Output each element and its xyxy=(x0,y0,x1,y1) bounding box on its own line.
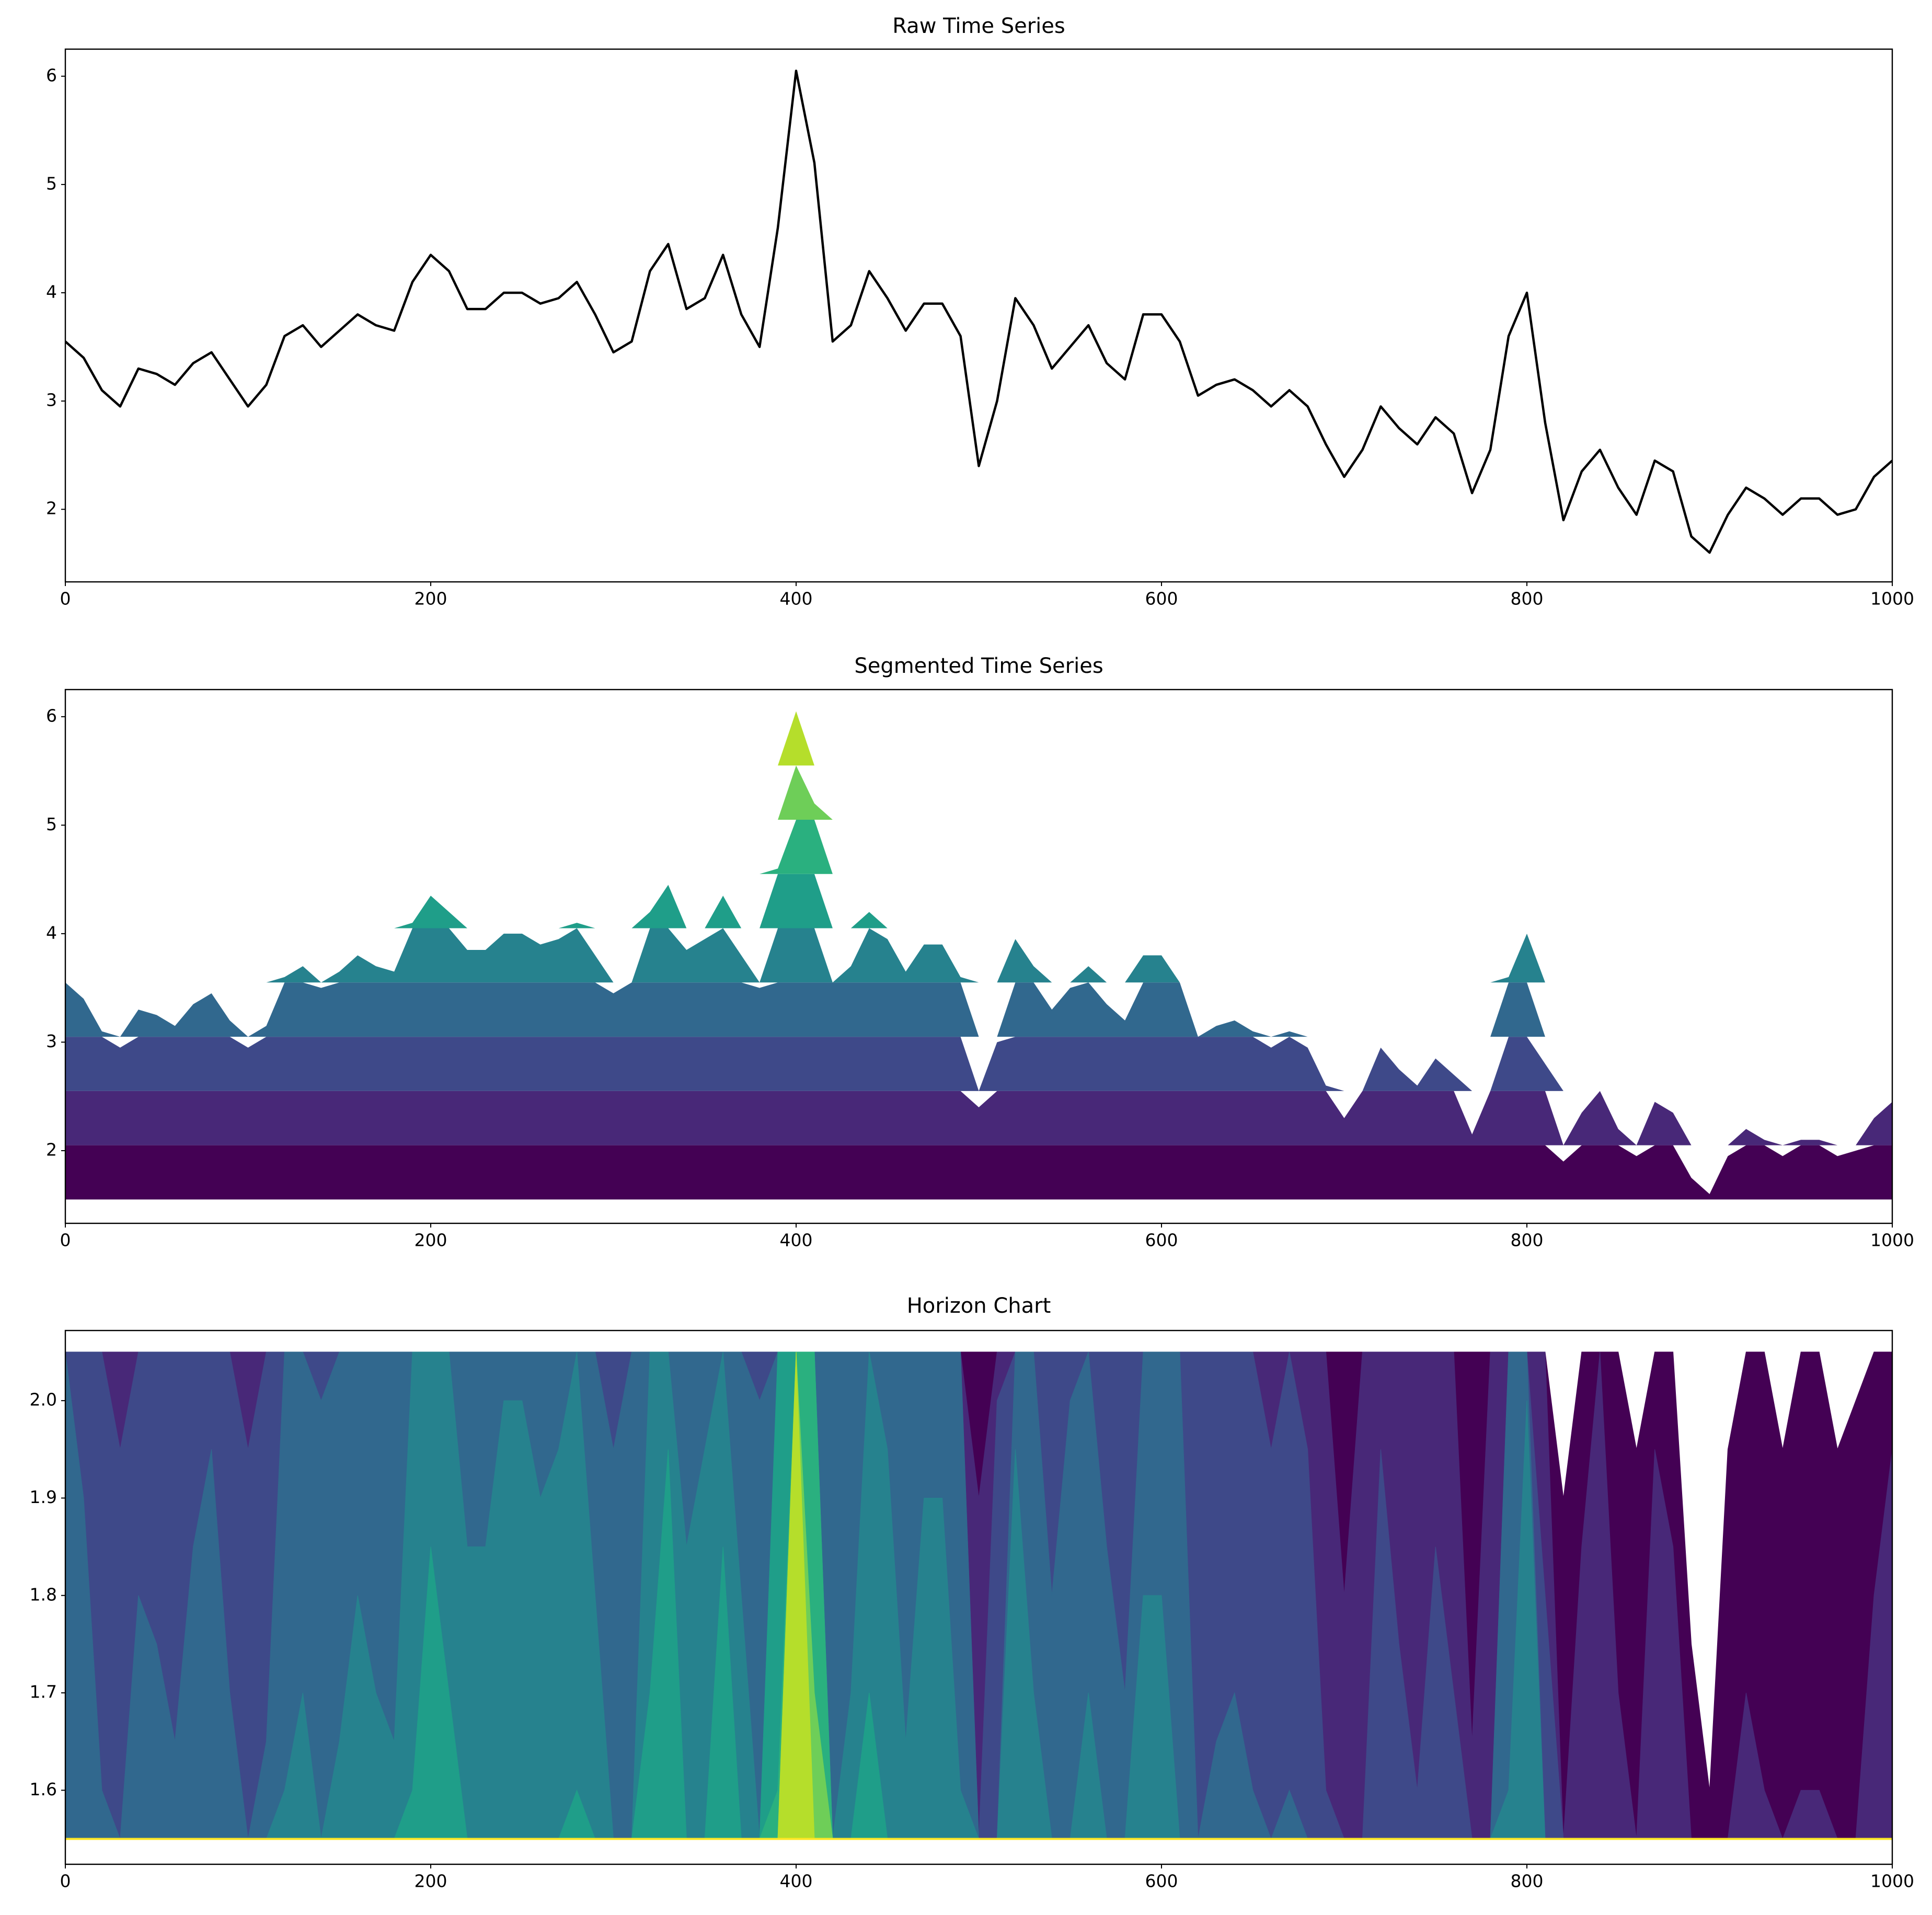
plot-area xyxy=(65,711,1892,1200)
y-tick-label: 2.0 xyxy=(30,1390,57,1410)
plot-area xyxy=(65,70,1892,554)
band-area xyxy=(65,1091,1892,1145)
y-tick-label: 1.6 xyxy=(30,1779,57,1799)
band-area xyxy=(65,1145,1892,1200)
y-tick-label: 4 xyxy=(46,922,57,943)
axes-frame xyxy=(64,689,1893,1224)
chart-title: Raw Time Series xyxy=(892,14,1065,38)
y-tick-label: 4 xyxy=(46,282,57,302)
chart-title: Segmented Time Series xyxy=(854,654,1103,678)
subplot: Horizon Chart 0 200 400 600 800 1000 1.6 1.7 1.8 1… xyxy=(30,1294,1914,1891)
y-tick-label: 3 xyxy=(46,1031,57,1051)
subplot: Segmented Time Series 0 200 400 600 800 1000 2 3… xyxy=(46,654,1914,1251)
band-area xyxy=(65,928,1892,983)
x-tick-label: 1000 xyxy=(1870,1871,1914,1891)
x-tick-label: 600 xyxy=(1145,1230,1178,1251)
band-area xyxy=(65,820,1892,874)
y-tick-label: 6 xyxy=(46,65,57,85)
band-area xyxy=(65,711,1892,766)
x-tick-label: 0 xyxy=(60,1871,71,1891)
x-tick-label: 400 xyxy=(780,1871,813,1891)
y-tick-label: 6 xyxy=(46,705,57,726)
x-tick-label: 800 xyxy=(1511,1871,1544,1891)
band-area xyxy=(65,982,1892,1037)
y-tick-label: 5 xyxy=(46,173,57,193)
x-tick-label: 200 xyxy=(415,1230,447,1251)
band-area xyxy=(65,765,1892,820)
subplot: Raw Time Series 0 200 400 600 800 1000 2 3 4 5 6 xyxy=(46,14,1914,609)
x-tick-label: 600 xyxy=(1145,589,1178,609)
y-tick-label: 1.8 xyxy=(30,1584,57,1604)
x-tick-label: 400 xyxy=(780,589,813,609)
y-tick-label: 1.9 xyxy=(30,1487,57,1507)
x-tick-label: 800 xyxy=(1511,1230,1544,1251)
y-tick-label: 2 xyxy=(46,1139,57,1160)
series-line xyxy=(65,70,1892,554)
y-tick-label: 1.7 xyxy=(30,1682,57,1702)
y-tick-label: 2 xyxy=(46,498,57,519)
x-tick-label: 200 xyxy=(415,589,447,609)
x-tick-label: 1000 xyxy=(1870,589,1914,609)
band-area xyxy=(65,1037,1892,1091)
y-tick-label: 3 xyxy=(46,390,57,410)
chart-title: Horizon Chart xyxy=(907,1294,1051,1318)
x-tick-label: 600 xyxy=(1145,1871,1178,1891)
band-area xyxy=(65,874,1892,928)
axes-frame xyxy=(64,1329,1893,1865)
x-tick-label: 800 xyxy=(1511,589,1544,609)
x-tick-label: 200 xyxy=(415,1871,447,1891)
y-tick-label: 5 xyxy=(46,814,57,834)
plot-area xyxy=(65,1351,1892,1840)
x-tick-label: 0 xyxy=(60,589,71,609)
axes-frame xyxy=(64,48,1893,583)
x-tick-label: 0 xyxy=(60,1230,71,1251)
x-tick-label: 400 xyxy=(780,1230,813,1251)
x-tick-label: 1000 xyxy=(1870,1230,1914,1251)
